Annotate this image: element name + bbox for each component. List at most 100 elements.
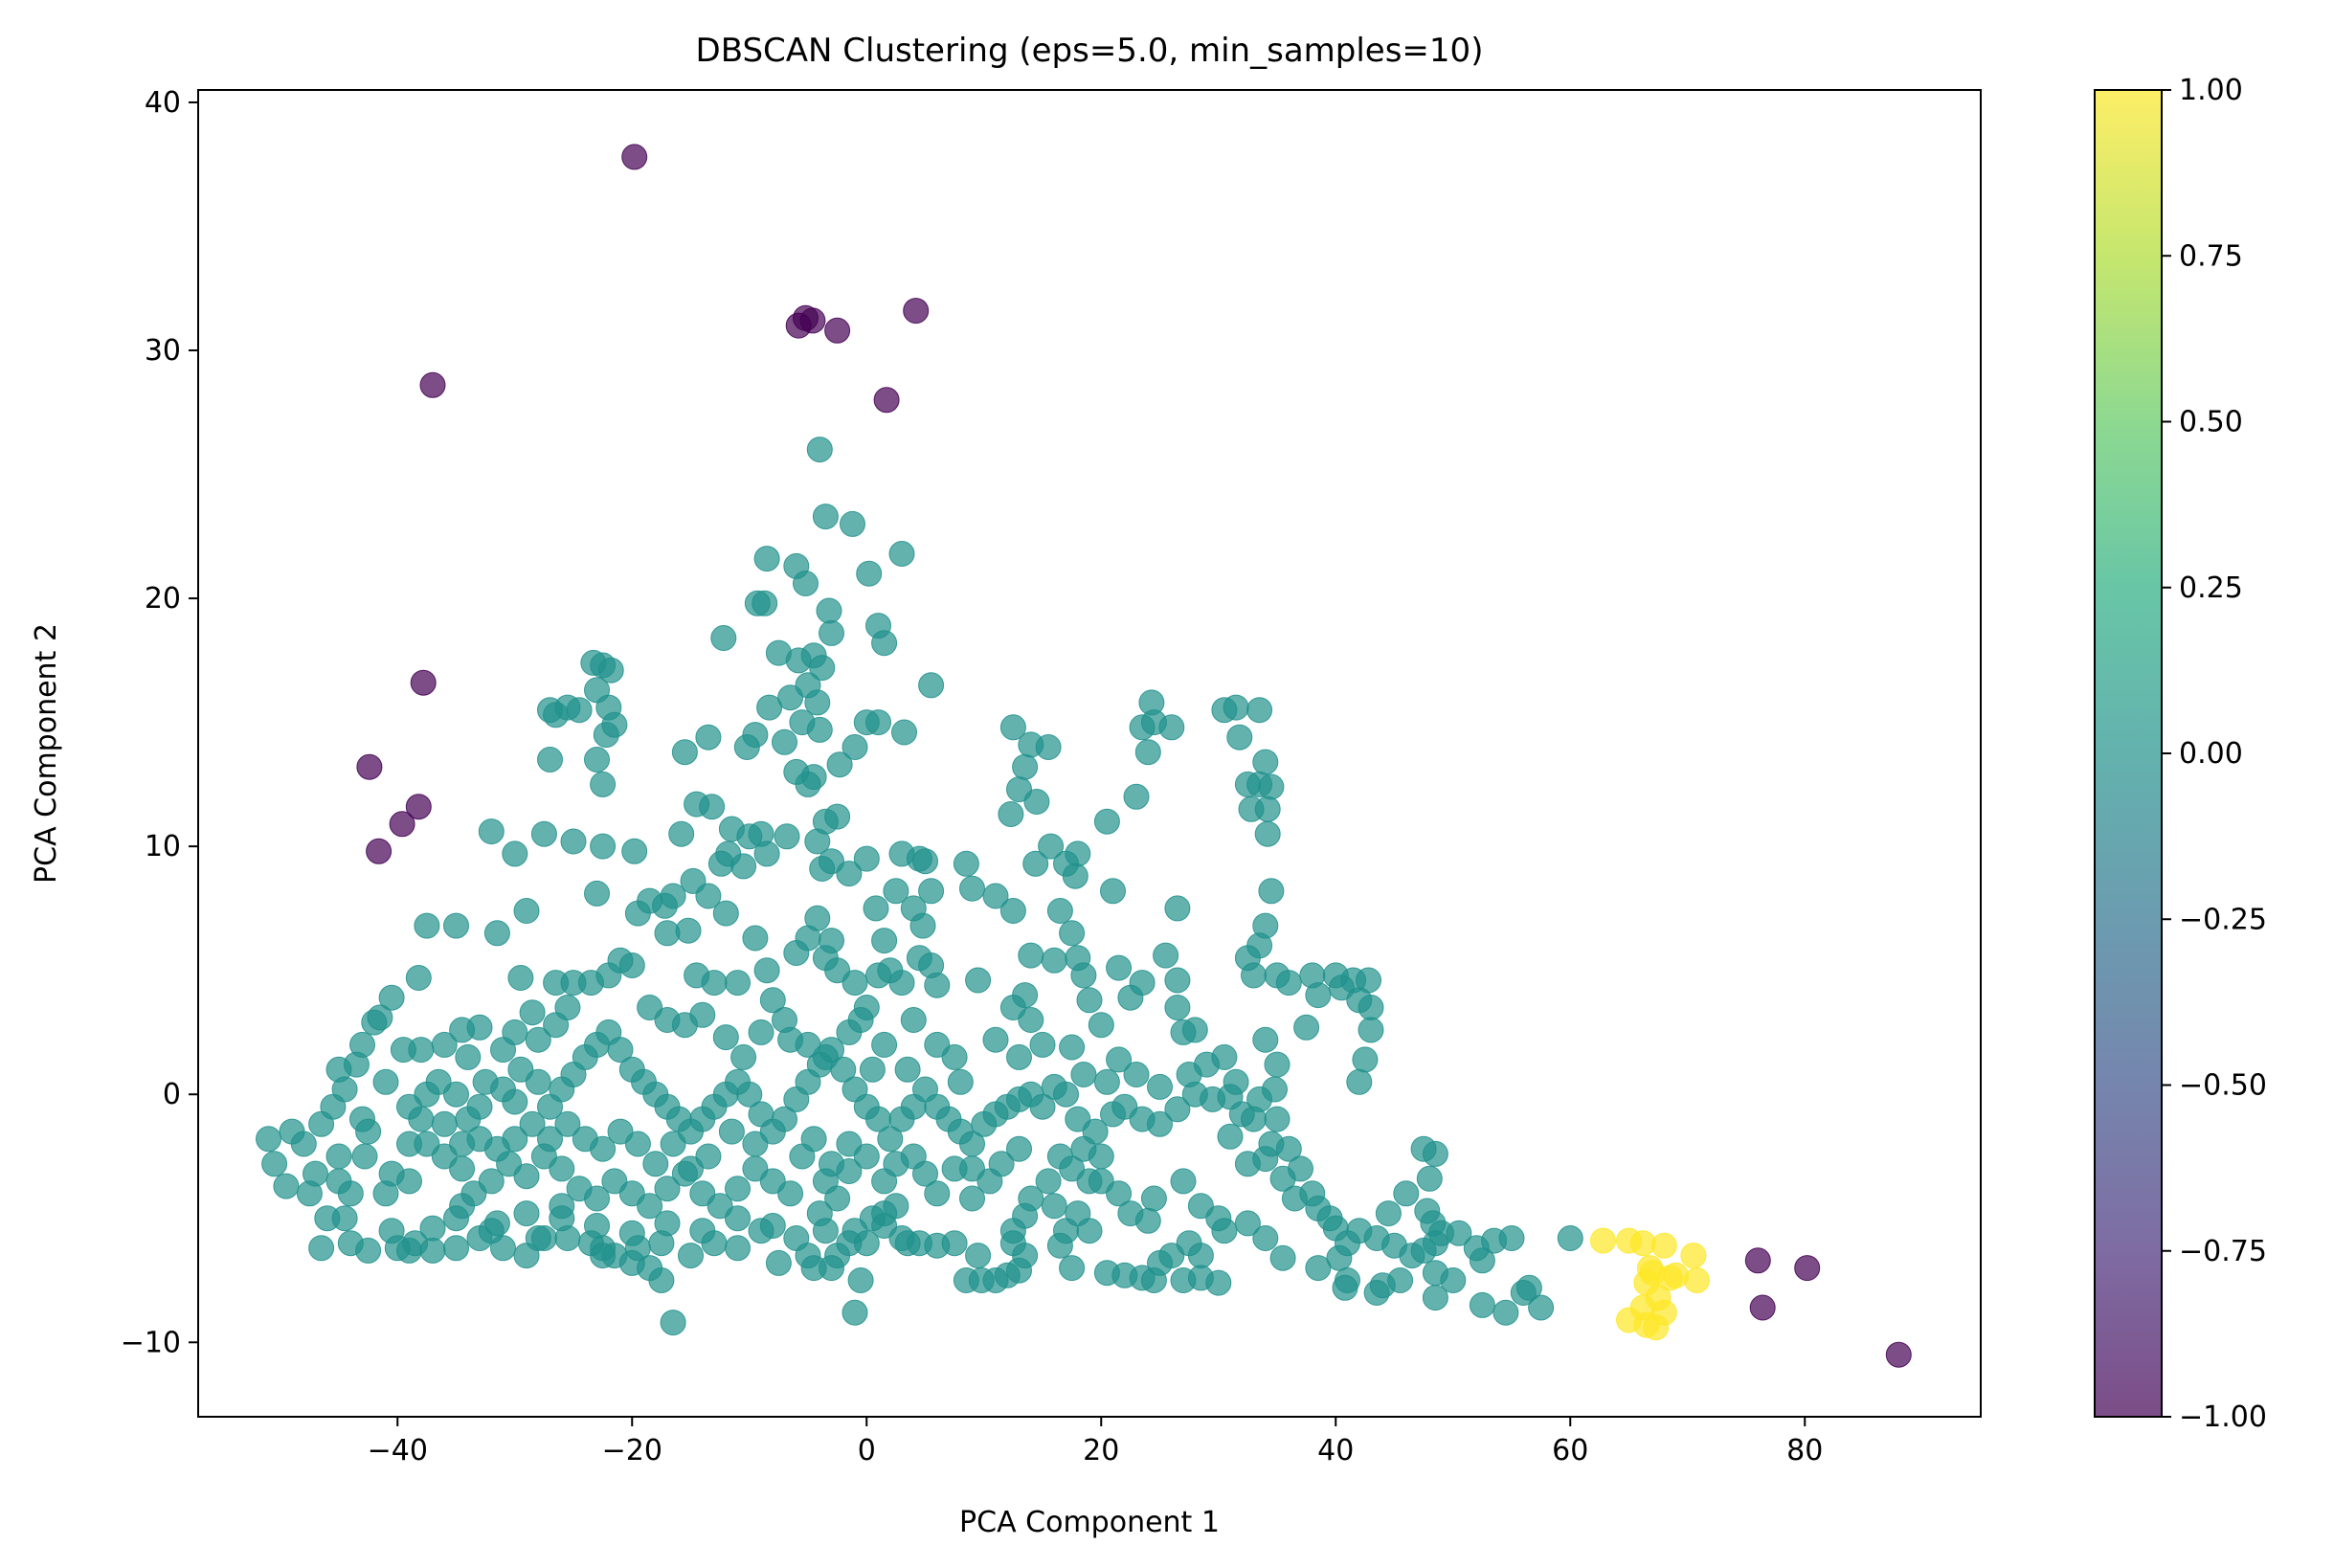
scatter-point: [707, 1193, 733, 1220]
scatter-point: [742, 925, 769, 952]
scatter-point: [449, 1193, 476, 1220]
scatter-point: [988, 1151, 1015, 1177]
y-tick-label: 30: [145, 334, 181, 368]
scatter-point: [1029, 1093, 1056, 1120]
scatter-point: [772, 728, 797, 755]
scatter-point: [660, 1131, 686, 1157]
scatter-point: [1117, 1200, 1144, 1227]
scatter-point: [1018, 1007, 1044, 1033]
scatter-point: [812, 1043, 839, 1070]
scatter-point: [414, 912, 440, 939]
scatter-point: [1258, 773, 1285, 800]
scatter-point: [1440, 1267, 1467, 1293]
x-tick-label: 40: [1317, 1434, 1354, 1467]
scatter-point: [1299, 1180, 1326, 1207]
scatter-point: [351, 1143, 378, 1170]
scatter-point: [891, 719, 917, 746]
scatter-point: [1170, 1168, 1197, 1195]
scatter-point: [1346, 1068, 1373, 1095]
scatter-point: [449, 1155, 476, 1182]
scatter-point: [601, 1168, 628, 1195]
scatter-point: [1680, 1243, 1707, 1269]
scatter-point: [1416, 1165, 1443, 1192]
scatter-point: [836, 861, 863, 887]
scatter-point: [1164, 1096, 1191, 1123]
scatter-point: [689, 1001, 716, 1028]
scatter-point: [1164, 895, 1191, 922]
scatter-point: [443, 1235, 469, 1262]
scatter-point: [1012, 753, 1039, 780]
scatter-point: [513, 1163, 540, 1190]
scatter-point: [1205, 1269, 1232, 1296]
scatter-point: [543, 970, 570, 997]
scatter-point: [795, 771, 821, 797]
colorbar-tick-label: −0.50: [2179, 1069, 2267, 1103]
scatter-point: [525, 1068, 551, 1095]
scatter-point: [1140, 1185, 1167, 1212]
scatter-point: [405, 965, 432, 991]
scatter-point: [1006, 1043, 1032, 1070]
scatter-point: [853, 1143, 880, 1170]
colorbar-tick-label: −0.25: [2179, 903, 2267, 936]
colorbar-tick-label: −1.00: [2179, 1400, 2267, 1434]
scatter-point: [800, 1126, 827, 1153]
scatter-point: [519, 999, 546, 1026]
scatter-point: [256, 1126, 281, 1153]
scatter-point: [405, 794, 432, 820]
scatter-point: [753, 546, 780, 572]
scatter-point: [590, 771, 617, 797]
scatter-point: [777, 684, 804, 711]
scatter-point: [1252, 749, 1279, 775]
scatter-point: [793, 571, 819, 596]
scatter-point: [953, 1267, 979, 1293]
scatter-point: [819, 619, 844, 646]
scatter-point: [396, 1168, 422, 1195]
scatter-point: [982, 883, 1009, 909]
scatter-point: [883, 878, 909, 905]
scatter-point: [1252, 1026, 1279, 1053]
scatter-point: [826, 751, 853, 778]
scatter-point: [759, 987, 786, 1014]
scatter-point: [554, 1110, 581, 1137]
scatter-point: [668, 820, 695, 847]
scatter-point: [1093, 808, 1120, 835]
scatter-point: [1106, 954, 1133, 981]
scatter-point: [1129, 714, 1156, 741]
scatter-point: [530, 820, 557, 847]
scatter-point: [296, 1180, 323, 1207]
scatter-point: [730, 853, 757, 880]
colorbar: [2095, 90, 2162, 1417]
scatter-point: [507, 965, 534, 991]
scatter-point: [349, 1031, 375, 1058]
scatter-point: [909, 912, 936, 939]
scatter-point: [1241, 962, 1267, 989]
scatter-point: [1293, 1014, 1320, 1041]
x-tick-label: −20: [602, 1434, 662, 1467]
scatter-point: [772, 1106, 797, 1132]
scatter-point: [654, 1176, 681, 1202]
scatter-point: [1065, 840, 1091, 867]
scatter-point: [1246, 697, 1273, 724]
scatter-point: [560, 828, 587, 855]
scatter-point: [1123, 1062, 1150, 1087]
scatter-point: [1358, 995, 1384, 1020]
scatter-point: [1076, 1218, 1103, 1244]
scatter-point: [999, 714, 1026, 741]
colorbar-tick-label: 1.00: [2179, 74, 2243, 107]
scatter-point: [1528, 1294, 1555, 1321]
scatter-point: [502, 840, 528, 867]
scatter-point: [372, 1068, 399, 1095]
scatter-point: [856, 560, 883, 587]
scatter-point: [1062, 862, 1088, 889]
scatter-point: [783, 1225, 810, 1251]
scatter-point: [725, 970, 751, 997]
scatter-point: [1358, 1017, 1384, 1043]
scatter-point: [1387, 1267, 1414, 1293]
scatter-point: [947, 1068, 974, 1095]
scatter-point: [1446, 1220, 1472, 1246]
colorbar-ticks: 1.00 0.75 0.50 0.25 0.00 −0.25 −0.50 −0.75 −1.00: [2162, 74, 2267, 1434]
scatter-point: [842, 1299, 868, 1326]
scatter-point: [774, 823, 800, 850]
scatter-point: [443, 1081, 469, 1108]
scatter-point: [1164, 995, 1191, 1020]
